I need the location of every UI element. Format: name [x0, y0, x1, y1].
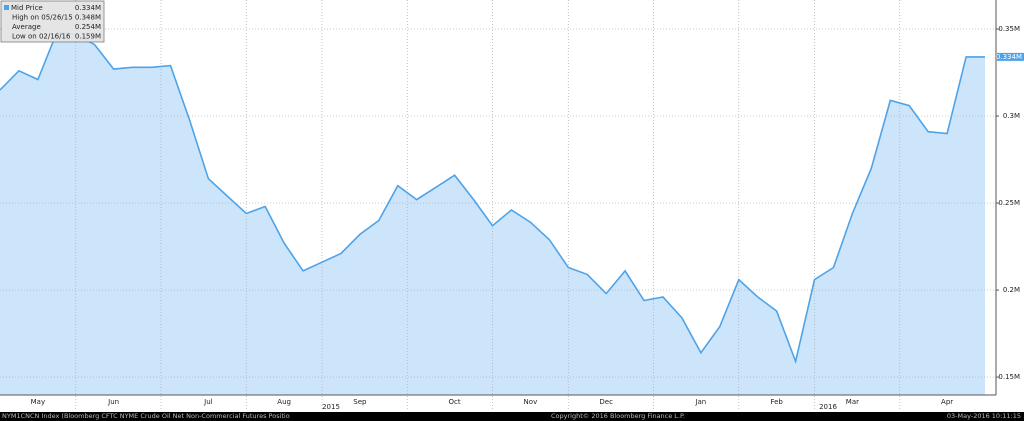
price-line	[0, 31, 985, 365]
x-tick-label: Oct	[449, 398, 461, 406]
x-tick-label: Apr	[941, 398, 953, 406]
year-label: 2016	[819, 403, 837, 411]
x-tick-label: Feb	[770, 398, 783, 406]
x-tick-label: Mar	[846, 398, 859, 406]
y-tick-label: 0.15M	[998, 373, 1020, 381]
legend-label: Average	[12, 23, 41, 31]
x-tick-label: Nov	[524, 398, 538, 406]
legend-label: Low on 02/16/16	[12, 33, 71, 41]
footer-right: 03-May-2016 10:11:15	[947, 412, 1021, 420]
x-tick-label: May	[31, 398, 45, 406]
x-tick-label: Dec	[599, 398, 613, 406]
y-tick-label: 0.25M	[998, 199, 1020, 207]
last-value-label: 0.334M	[996, 53, 1022, 61]
footer-left: NYM1CNCN Index (Bloomberg CFTC NYME Crud…	[2, 412, 290, 420]
y-tick-label: 0.3M	[1003, 112, 1020, 120]
x-tick-label: Jul	[203, 398, 213, 406]
year-label: 2015	[322, 403, 340, 411]
y-tick-label: 0.35M	[998, 25, 1020, 33]
footer-center: Copyright© 2016 Bloomberg Finance L.P.	[551, 412, 685, 420]
x-tick-label: Jan	[694, 398, 706, 406]
legend-value: 0.348M	[75, 14, 101, 22]
y-tick-label: 0.2M	[1003, 286, 1020, 294]
legend-label: High on 05/26/15	[12, 14, 73, 22]
x-tick-label: Aug	[277, 398, 291, 406]
legend-value: 0.159M	[75, 33, 101, 41]
last-value-tag	[997, 52, 1024, 61]
legend-value: 0.334M	[75, 4, 101, 12]
legend-swatch	[4, 5, 9, 10]
x-tick-label: Jun	[107, 398, 119, 406]
legend-label: Mid Price	[11, 4, 43, 12]
x-tick-label: Sep	[353, 398, 367, 406]
area	[0, 32, 985, 395]
legend-value: 0.254M	[75, 23, 101, 31]
legend-box	[0, 0, 105, 43]
